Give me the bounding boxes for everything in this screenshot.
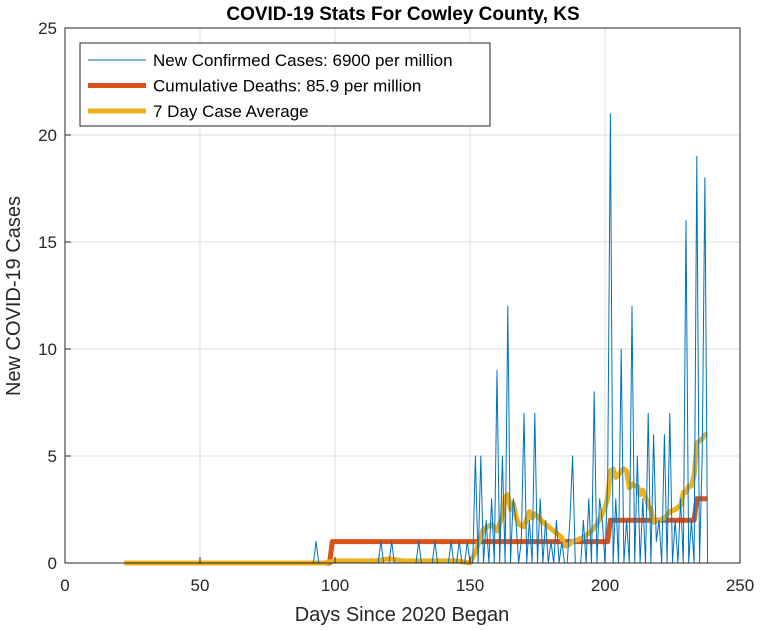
x-tick-label: 200: [591, 576, 619, 595]
y-axis-label: New COVID-19 Cases: [3, 196, 25, 396]
y-tick-label: 20: [38, 126, 57, 145]
legend-entry-7day-average-label: 7 Day Case Average: [153, 102, 309, 121]
legend-entry-cumulative-deaths-label: Cumulative Deaths: 85.9 per million: [153, 77, 421, 96]
x-tick-label: 0: [60, 576, 69, 595]
y-tick-label: 0: [48, 554, 57, 573]
y-tick-label: 10: [38, 340, 57, 359]
x-tick-label: 250: [726, 576, 754, 595]
legend-entry-new-cases-label: New Confirmed Cases: 6900 per million: [153, 51, 453, 70]
chart-title: COVID-19 Stats For Cowley County, KS: [226, 4, 579, 25]
y-tick-label: 5: [48, 447, 57, 466]
legend: New Confirmed Cases: 6900 per million Cum…: [79, 42, 491, 127]
legend-box: [79, 42, 491, 127]
series-cumulative-deaths-line: [124, 496, 708, 566]
series-new-cases-line: [124, 113, 709, 564]
y-tick-label: 25: [38, 19, 57, 38]
x-axis-label: Days Since 2020 Began: [295, 604, 510, 626]
plot-frame: [64, 27, 741, 564]
series-layer: [124, 113, 709, 566]
axis-ticks: 0 50 100 150 200 250 0 5 10 15 20 25: [38, 19, 754, 595]
x-tick-label: 150: [456, 576, 484, 595]
y-tick-label: 15: [38, 233, 57, 252]
x-tick-label: 100: [321, 576, 349, 595]
x-tick-label: 50: [191, 576, 210, 595]
